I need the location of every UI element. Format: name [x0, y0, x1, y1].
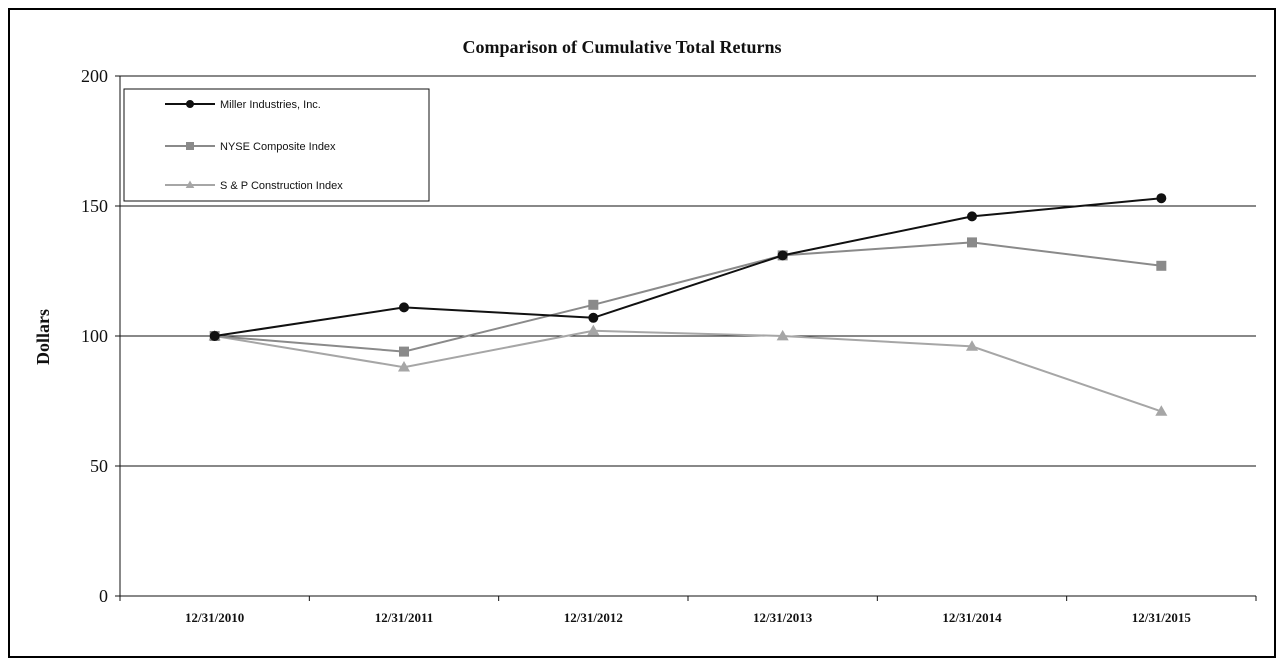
y-tick-label: 150: [81, 196, 108, 216]
series-line-2: [214, 329, 1162, 413]
data-point: [967, 237, 977, 248]
legend-label: S & P Construction Index: [220, 180, 343, 192]
data-point: [397, 361, 411, 372]
data-point: [777, 250, 788, 261]
x-tick-label: 12/31/2015: [1132, 610, 1192, 625]
data-point: [587, 324, 600, 336]
data-point: [399, 302, 409, 313]
data-point: [965, 340, 979, 351]
data-point: [588, 312, 599, 323]
y-tick-label: 200: [81, 66, 108, 86]
x-tick-label: 12/31/2013: [753, 610, 813, 625]
x-tick-label: 12/31/2012: [564, 610, 623, 625]
data-point: [1156, 193, 1167, 204]
x-tick-label: 12/31/2014: [942, 610, 1002, 625]
x-tick-label: 12/31/2010: [185, 610, 244, 625]
y-tick-label: 100: [81, 326, 108, 346]
x-tick-label: 12/31/2011: [375, 610, 434, 625]
data-point: [399, 346, 409, 357]
legend: Miller Industries, Inc. NYSE Composite In…: [123, 88, 430, 202]
x-axis-ticks: 12/31/2010 12/31/2011 12/31/2012 12/31/2013…: [185, 610, 1191, 625]
data-point: [967, 211, 977, 222]
data-point: [1156, 260, 1167, 271]
legend-label: Miller Industries, Inc.: [220, 99, 321, 111]
gridlines: [120, 75, 1256, 467]
data-series: [208, 193, 1168, 416]
legend-marker: [186, 100, 194, 108]
data-point: [776, 329, 789, 341]
y-axis-label: Dollars: [33, 309, 53, 365]
series-line-1: [214, 241, 1162, 353]
data-point: [209, 331, 220, 341]
series-line-0: [214, 197, 1162, 337]
y-tick-label: 0: [99, 586, 108, 606]
legend-marker: [186, 142, 194, 150]
legend-label: NYSE Composite Index: [220, 141, 336, 153]
y-tick-label: 50: [90, 456, 108, 476]
axes: [115, 75, 1257, 601]
data-point: [1155, 405, 1168, 416]
chart-title: Comparison of Cumulative Total Returns: [462, 37, 781, 57]
y-axis-ticks: 0 50 100 150 200: [81, 66, 108, 606]
data-point: [588, 299, 599, 310]
legend-marker: [185, 180, 195, 189]
